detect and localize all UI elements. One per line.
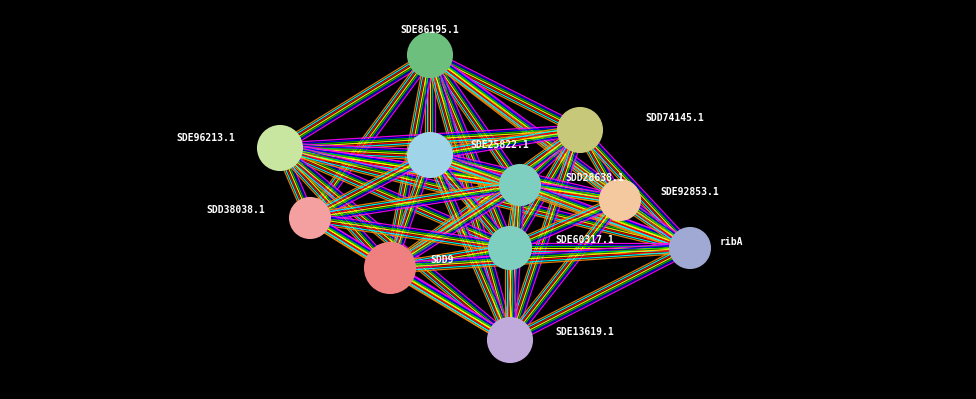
Circle shape [489,227,531,269]
Text: SDE13619.1: SDE13619.1 [555,327,614,337]
Text: SDD74145.1: SDD74145.1 [645,113,704,123]
Circle shape [500,165,540,205]
Text: SDD28638.1: SDD28638.1 [565,173,624,183]
Text: SDE92853.1: SDE92853.1 [660,187,718,197]
Text: ribA: ribA [720,237,744,247]
Circle shape [558,108,602,152]
Circle shape [488,318,532,362]
Circle shape [600,180,640,220]
Circle shape [365,243,415,293]
Circle shape [670,228,710,268]
Circle shape [258,126,302,170]
Text: SDE96213.1: SDE96213.1 [177,133,235,143]
Text: SDE60317.1: SDE60317.1 [555,235,614,245]
Text: SDD9: SDD9 [430,255,454,265]
Text: SDE25822.1: SDE25822.1 [470,140,529,150]
Circle shape [408,133,452,177]
Text: SDD38038.1: SDD38038.1 [206,205,265,215]
Circle shape [290,198,330,238]
Circle shape [408,33,452,77]
Text: SDE86195.1: SDE86195.1 [400,25,460,35]
